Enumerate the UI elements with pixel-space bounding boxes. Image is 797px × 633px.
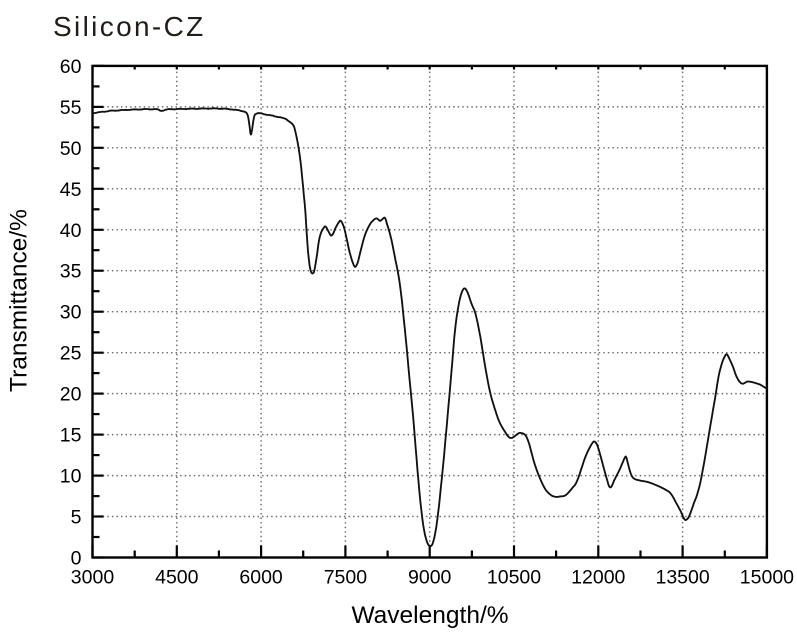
svg-text:45: 45 <box>60 179 82 201</box>
svg-text:7500: 7500 <box>324 567 368 589</box>
svg-text:Transmittance/%: Transmittance/% <box>6 209 33 392</box>
svg-text:35: 35 <box>60 261 82 283</box>
svg-text:13500: 13500 <box>655 567 709 589</box>
svg-text:20: 20 <box>60 384 82 406</box>
svg-text:Silicon-CZ: Silicon-CZ <box>53 11 206 42</box>
svg-text:10500: 10500 <box>487 567 541 589</box>
svg-text:4500: 4500 <box>155 567 199 589</box>
svg-text:3000: 3000 <box>71 567 115 589</box>
svg-text:30: 30 <box>60 302 82 324</box>
svg-text:25: 25 <box>60 343 82 365</box>
svg-text:0: 0 <box>71 548 82 570</box>
svg-text:12000: 12000 <box>571 567 625 589</box>
svg-text:5: 5 <box>71 507 82 529</box>
svg-text:40: 40 <box>60 220 82 242</box>
svg-text:15: 15 <box>60 425 82 447</box>
svg-text:6000: 6000 <box>239 567 283 589</box>
svg-text:9000: 9000 <box>408 567 452 589</box>
svg-text:Wavelength/%: Wavelength/% <box>351 602 508 629</box>
svg-text:10: 10 <box>60 466 82 488</box>
svg-text:50: 50 <box>60 138 82 160</box>
svg-text:15000: 15000 <box>740 567 794 589</box>
svg-text:55: 55 <box>60 97 82 119</box>
svg-text:60: 60 <box>60 56 82 78</box>
